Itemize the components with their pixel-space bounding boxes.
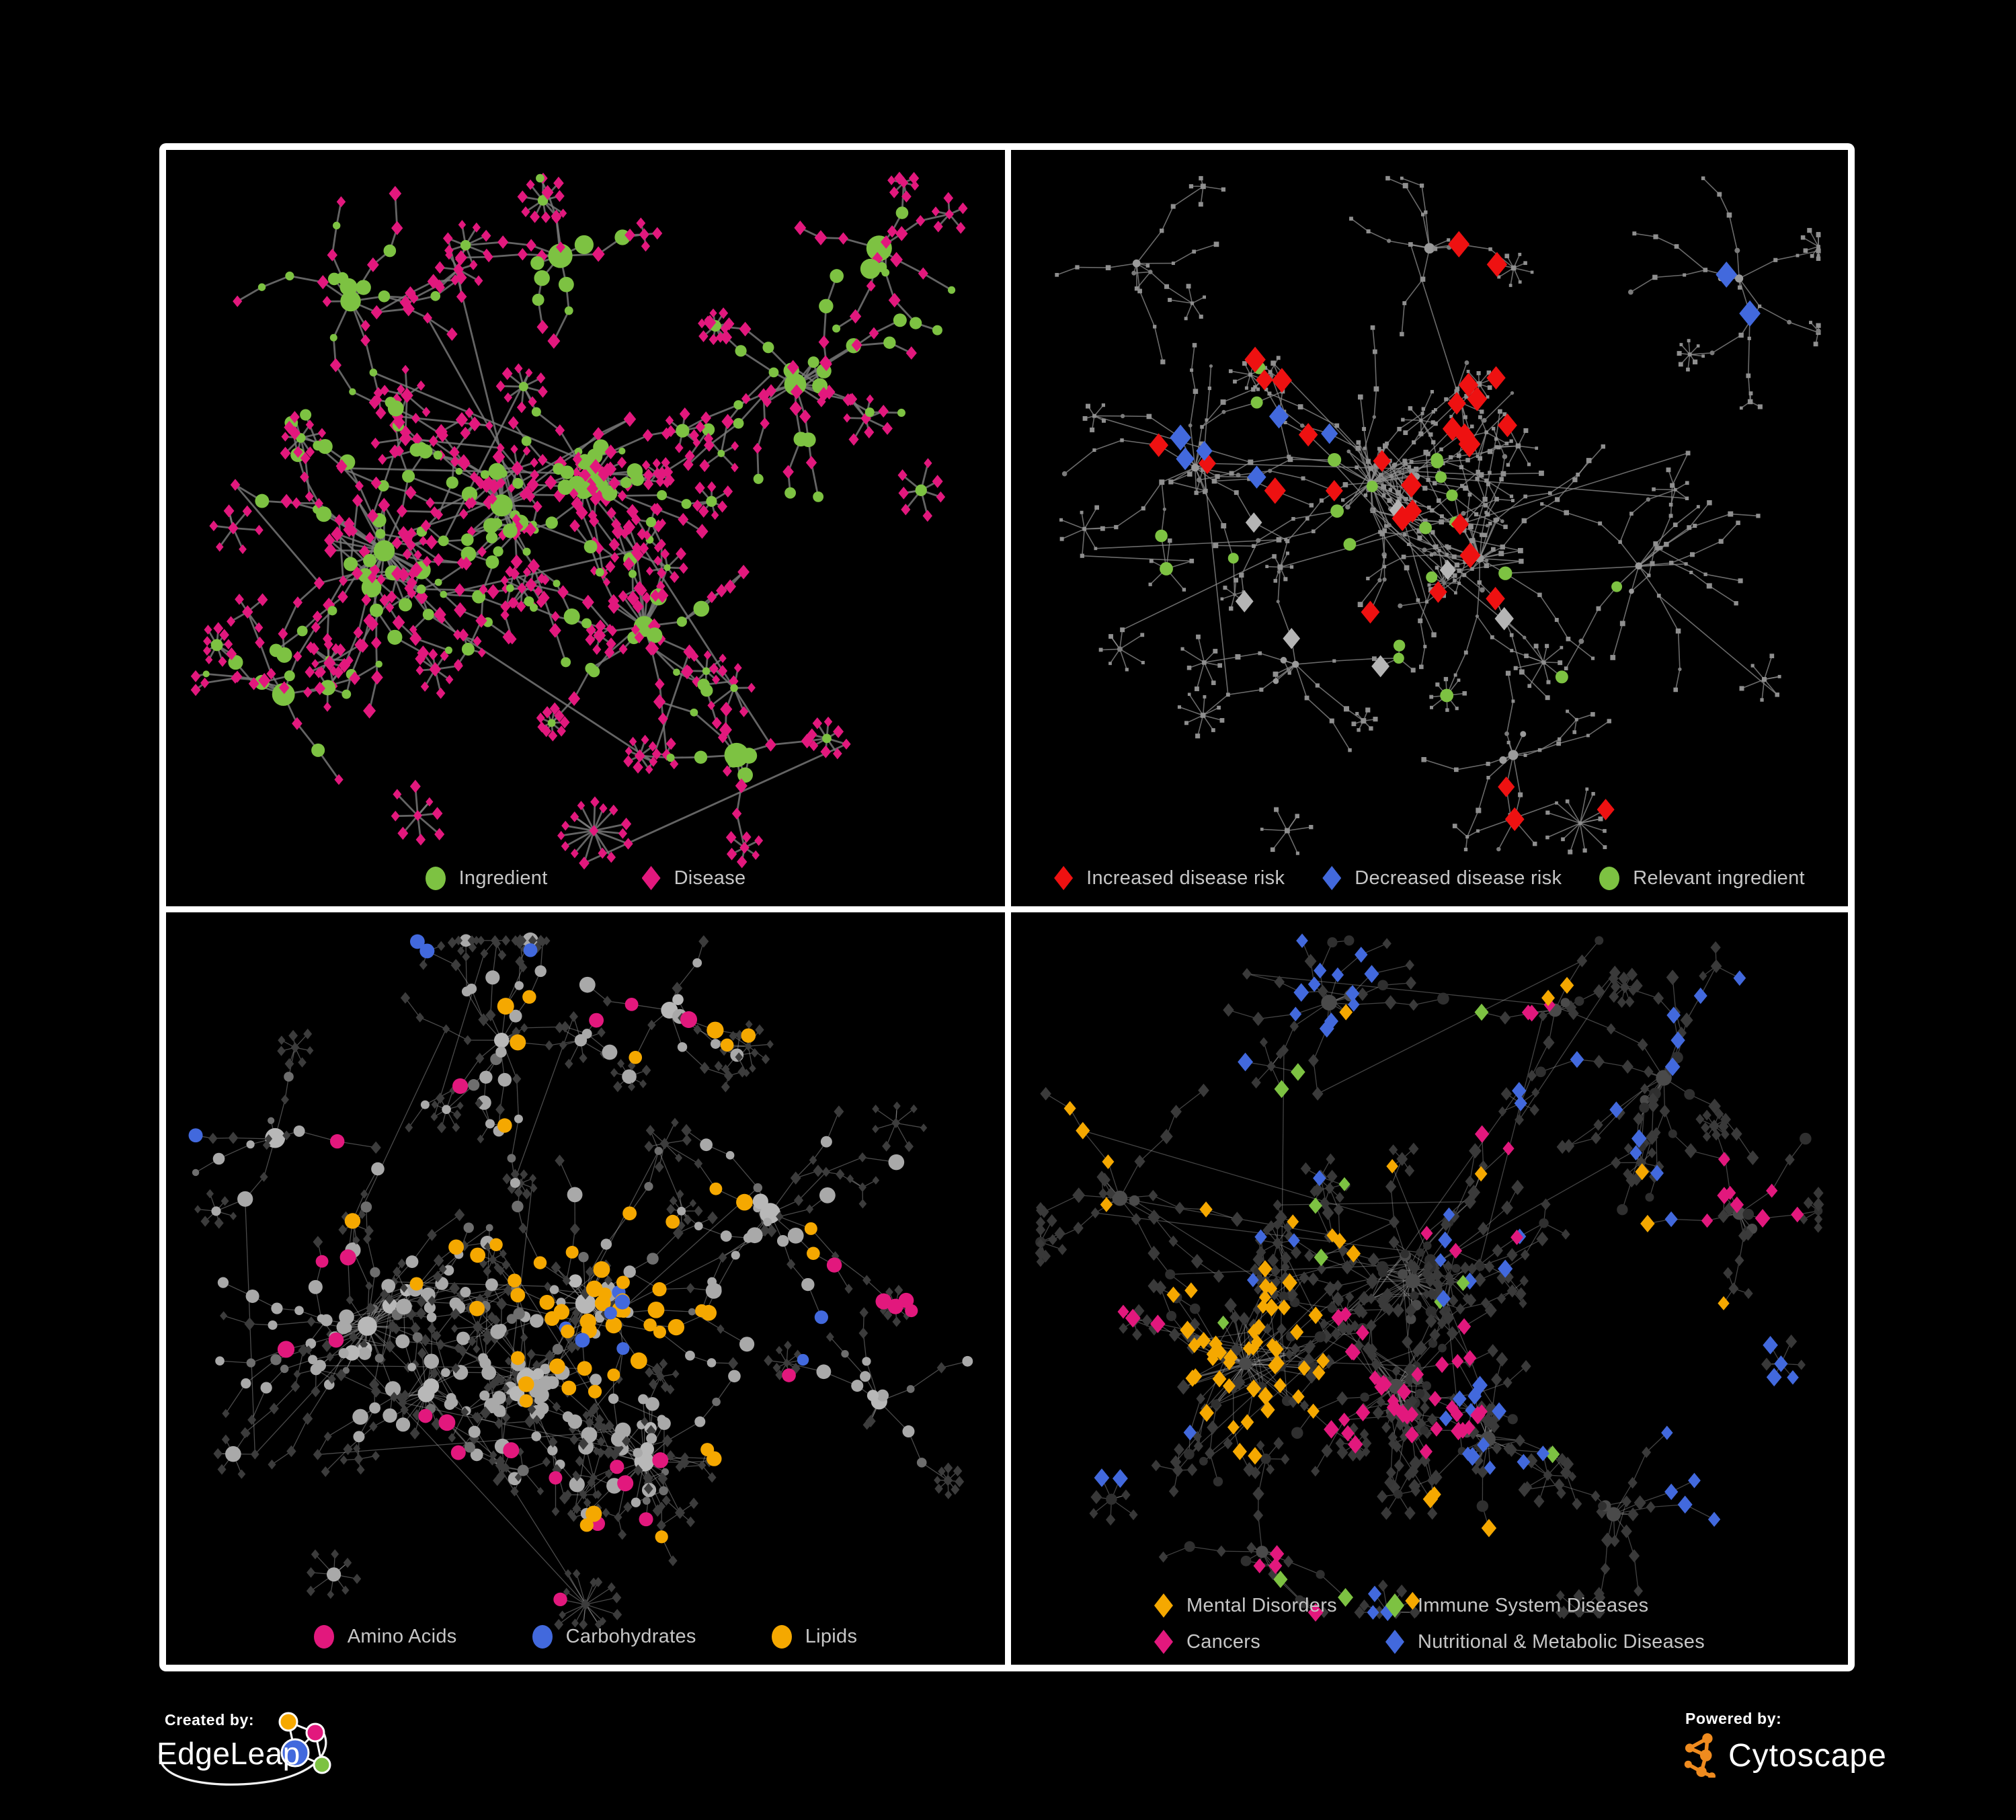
legend-item-ingredient: Ingredient: [425, 866, 548, 890]
circle-marker-icon: [1599, 866, 1620, 890]
legend-item-disease: Disease: [641, 866, 746, 890]
legend-label: Cancers: [1186, 1630, 1261, 1653]
panel-disease-risk: Increased disease risk Decreased disease …: [1011, 150, 1848, 906]
panel-nutrient-classes: Amino Acids Carbohydrates Lipids: [166, 912, 1005, 1665]
diamond-marker-icon: [641, 866, 661, 890]
legend-label: Ingredient: [458, 867, 548, 889]
legend-label: Disease: [674, 867, 746, 889]
legend-label: Decreased disease risk: [1355, 867, 1562, 889]
network-graph: [190, 171, 968, 870]
legend: Mental Disorders Immune System Diseases Ca…: [1011, 1593, 1848, 1654]
network-graph: [1035, 933, 1824, 1622]
edgeleap-logo-icon: [159, 1712, 331, 1786]
powered-by-block: Powered by: Cytoscape: [1683, 1710, 1887, 1778]
circle-marker-icon: [771, 1625, 792, 1649]
legend-label: Mental Disorders: [1186, 1594, 1337, 1616]
created-by-label: Created by:: [165, 1711, 255, 1729]
legend-item-immune-system-diseases: Immune System Diseases: [1385, 1593, 1705, 1618]
diamond-marker-icon: [1385, 1593, 1404, 1618]
powered-by-label: Powered by:: [1685, 1710, 1782, 1727]
diamond-marker-icon: [1154, 1630, 1173, 1654]
diamond-marker-icon: [1322, 866, 1342, 890]
legend-item-cancers: Cancers: [1154, 1630, 1337, 1654]
legend-label: Immune System Diseases: [1417, 1594, 1649, 1616]
legend-label: Increased disease risk: [1086, 867, 1285, 889]
diamond-marker-icon: [1054, 866, 1074, 890]
circle-marker-icon: [532, 1625, 553, 1649]
legend-item-nutritional-metabolic-diseases: Nutritional & Metabolic Diseases: [1385, 1630, 1705, 1654]
cytoscape-wordmark: Cytoscape: [1728, 1737, 1887, 1774]
network-graph: [188, 932, 973, 1630]
legend-label: Nutritional & Metabolic Diseases: [1417, 1630, 1705, 1653]
created-by-block: Created by: EdgeLeap: [157, 1711, 352, 1805]
legend-item-lipids: Lipids: [771, 1625, 858, 1649]
circle-marker-icon: [313, 1625, 334, 1649]
edgeleap-wordmark: EdgeLeap: [157, 1736, 300, 1771]
legend-label: Lipids: [805, 1626, 858, 1647]
legend-item-increased-disease-risk: Increased disease risk: [1054, 866, 1285, 890]
panel-ingredient-disease: Ingredient Disease: [166, 150, 1005, 906]
legend-item-mental-disorders: Mental Disorders: [1154, 1593, 1337, 1618]
legend-label: Carbohydrates: [565, 1626, 696, 1647]
legend-label: Relevant ingredient: [1633, 867, 1805, 889]
network-graph: [1055, 175, 1821, 855]
legend: Amino Acids Carbohydrates Lipids: [166, 1625, 1005, 1649]
legend-item-carbohydrates: Carbohydrates: [532, 1625, 696, 1649]
legend: Increased disease risk Decreased disease …: [1011, 866, 1848, 890]
legend-item-relevant-ingredient: Relevant ingredient: [1599, 866, 1805, 890]
cytoscape-logo-icon: [1684, 1733, 1716, 1778]
legend-label: Amino Acids: [347, 1626, 457, 1647]
panel-disease-classes: Mental Disorders Immune System Diseases Ca…: [1011, 912, 1848, 1665]
circle-marker-icon: [425, 866, 446, 890]
legend-item-amino-acids: Amino Acids: [313, 1625, 457, 1649]
legend: Ingredient Disease: [166, 866, 1005, 890]
legend-item-decreased-disease-risk: Decreased disease risk: [1322, 866, 1562, 890]
diamond-marker-icon: [1385, 1630, 1404, 1654]
panels-grid-frame: Ingredient Disease Increased disease risk…: [159, 143, 1855, 1671]
diamond-marker-icon: [1154, 1593, 1173, 1618]
